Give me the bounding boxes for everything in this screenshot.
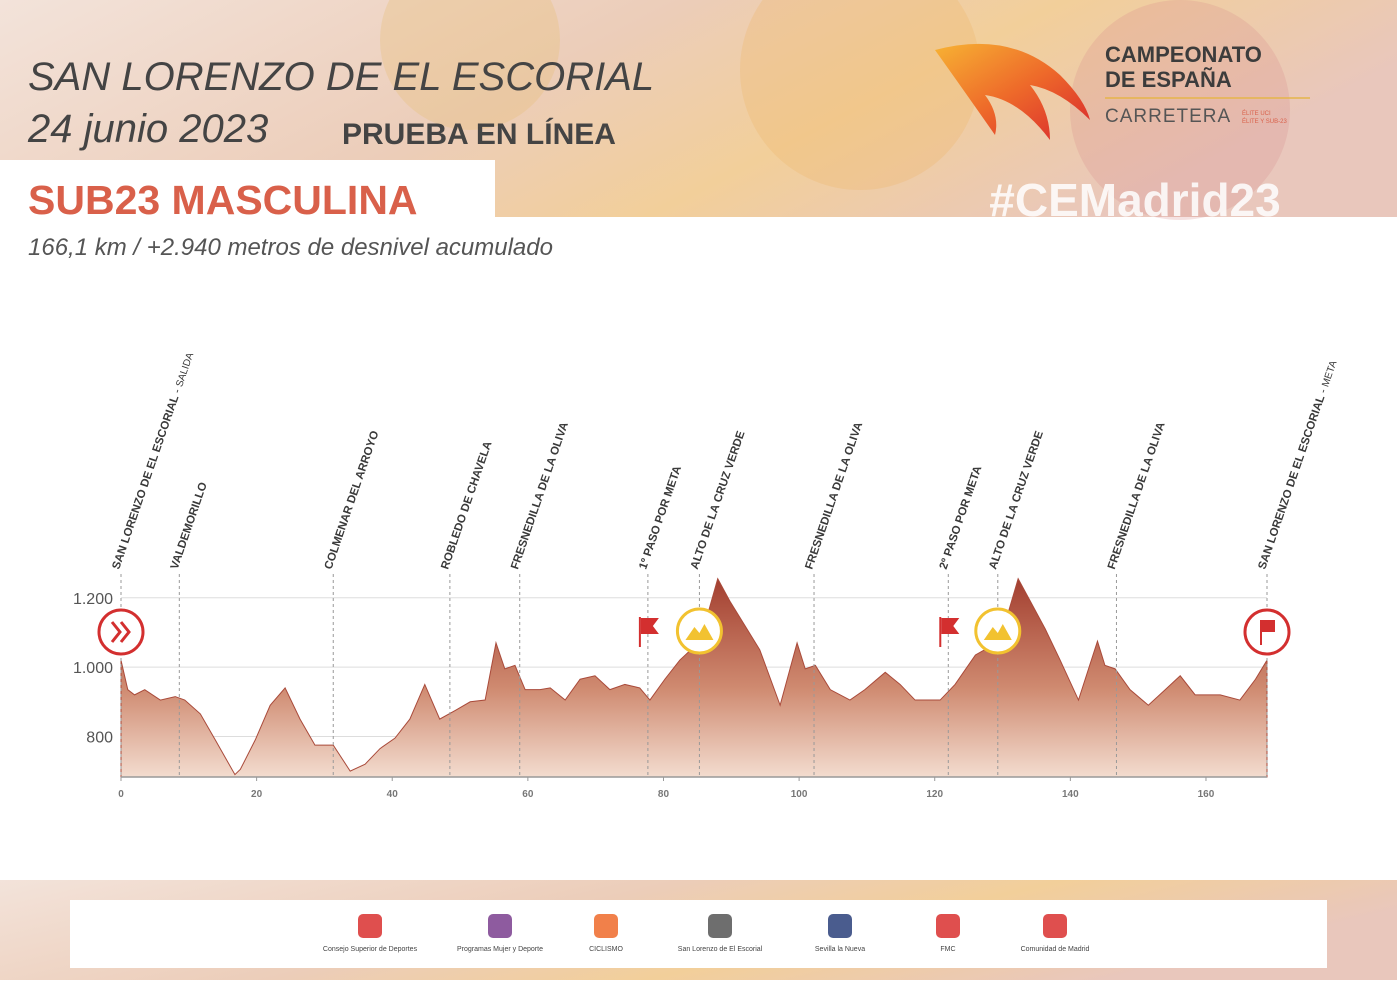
waypoint-name: FRESNEDILLA DE LA OLIVA [509, 421, 571, 571]
x-tick-label: 120 [926, 789, 943, 800]
waypoint-note: SALIDA [174, 351, 196, 389]
waypoint-name: ALTO DE LA CRUZ VERDE [689, 429, 748, 571]
y-tick-label: 1.000 [73, 660, 113, 677]
y-tick-label: 800 [86, 729, 113, 746]
climb-mountain [983, 624, 1012, 640]
sponsor-name: Programas Mujer y Deporte [457, 946, 543, 953]
flag [640, 618, 659, 634]
sponsor-mark [828, 914, 852, 938]
waypoint-name: FRESNEDILLA DE LA OLIVA [804, 421, 866, 571]
waypoint-name: VALDEMORILLO [169, 481, 210, 571]
waypoint-label: VALDEMORILLO [169, 481, 210, 571]
waypoint-label: FRESNEDILLA DE LA OLIVA [1106, 421, 1168, 571]
x-tick-label: 160 [1198, 789, 1215, 800]
sponsor-name: Comunidad de Madrid [1021, 946, 1090, 953]
elevation-area [120, 577, 1268, 778]
icon-chevrons [110, 621, 131, 643]
waypoint-label: FRESNEDILLA DE LA OLIVA [804, 421, 866, 571]
sponsor-name: San Lorenzo de El Escorial [678, 946, 763, 953]
waypoint-name: ROBLEDO DE CHAVELA [439, 440, 494, 571]
waypoint-label: SAN LORENZO DE EL ESCORIAL - META [1256, 359, 1339, 571]
photo-shape [380, 0, 560, 130]
category: SUB23 MASCULINA [28, 177, 418, 223]
logo-tag: ÉLITE Y SUB-23 [1242, 118, 1287, 125]
waypoint-label: 1º PASO POR META [637, 464, 684, 571]
start-icon [97, 608, 145, 656]
icon-flag [1262, 620, 1275, 632]
sponsor-mark [1043, 914, 1067, 938]
sponsor-name: Consejo Superior de Deportes [323, 946, 418, 953]
waypoint-name: 1º PASO POR META [637, 464, 684, 571]
championship-logo: CAMPEONATO DE ESPAÑA CARRETERA ÉLITE UCI… [935, 42, 1310, 140]
logo-tag: ÉLITE UCI [1242, 110, 1271, 117]
logo-text: CARRETERA [1105, 106, 1231, 127]
waypoint-name: SAN LORENZO DE EL ESCORIAL [110, 394, 181, 571]
profile-chart: 800 1.000 1.200 0 20 40 60 80 100 120 140 160 SAN LO… [73, 351, 1340, 800]
waypoint-name: SAN LORENZO DE EL ESCORIAL [1256, 394, 1327, 571]
category-box [0, 160, 495, 217]
photo-shape [740, 0, 980, 190]
sponsor-mark [488, 914, 512, 938]
waypoint-name: COLMENAR DEL ARROYO [323, 429, 382, 571]
footer-box [70, 900, 1327, 968]
climb-mountain [685, 624, 714, 640]
waypoint-name: FRESNEDILLA DE LA OLIVA [1106, 421, 1168, 571]
logo-text: DE ESPAÑA [1105, 67, 1232, 92]
logo-text: CAMPEONATO [1105, 42, 1262, 67]
finish-icon [1243, 608, 1291, 656]
x-tick-label: 0 [118, 789, 124, 800]
flag [941, 618, 960, 634]
waypoint-label: ALTO DE LA CRUZ VERDE [689, 429, 748, 571]
x-tick-label: 20 [251, 789, 263, 800]
waypoint-sep: - [1316, 385, 1331, 398]
sponsor-mark [708, 914, 732, 938]
waypoint-name: ALTO DE LA CRUZ VERDE [987, 429, 1046, 571]
climb-icon [974, 607, 1022, 655]
date: 24 junio 2023 [27, 107, 268, 151]
waypoint-name: 2º PASO POR META [938, 464, 985, 571]
event: PRUEBA EN LÍNEA [342, 117, 616, 151]
waypoint-sep: - [170, 385, 185, 398]
waypoint-label: FRESNEDILLA DE LA OLIVA [509, 421, 571, 571]
sponsor-mark [358, 914, 382, 938]
x-tick-label: 60 [522, 789, 534, 800]
sponsor-name: FMC [940, 946, 955, 953]
x-tick-label: 40 [387, 789, 399, 800]
title: SAN LORENZO DE EL ESCORIAL [28, 55, 654, 99]
sponsor-logos: Consejo Superior de Deportes Programas Mu… [323, 914, 1090, 953]
sponsor-mark [594, 914, 618, 938]
sponsor-name: CICLISMO [589, 946, 623, 953]
sponsor-name: Sevilla la Nueva [815, 946, 865, 953]
waypoint-label: COLMENAR DEL ARROYO [323, 429, 382, 571]
logo-swoosh [935, 43, 1090, 140]
hashtag: #CEMadrid23 [989, 174, 1280, 226]
climb-icon [675, 607, 723, 655]
x-tick-label: 140 [1062, 789, 1079, 800]
sponsor-mark [936, 914, 960, 938]
y-tick-label: 1.200 [73, 591, 113, 608]
x-tick-label: 100 [791, 789, 808, 800]
waypoint-label: ROBLEDO DE CHAVELA [439, 440, 494, 571]
waypoint-label: 2º PASO POR META [938, 464, 985, 571]
subtitle: 166,1 km / +2.940 metros de desnivel acu… [28, 234, 553, 261]
waypoint-label: ALTO DE LA CRUZ VERDE [987, 429, 1046, 571]
waypoint-note: META [1320, 359, 1339, 388]
photo-shape [1070, 0, 1290, 220]
x-tick-label: 80 [658, 789, 670, 800]
